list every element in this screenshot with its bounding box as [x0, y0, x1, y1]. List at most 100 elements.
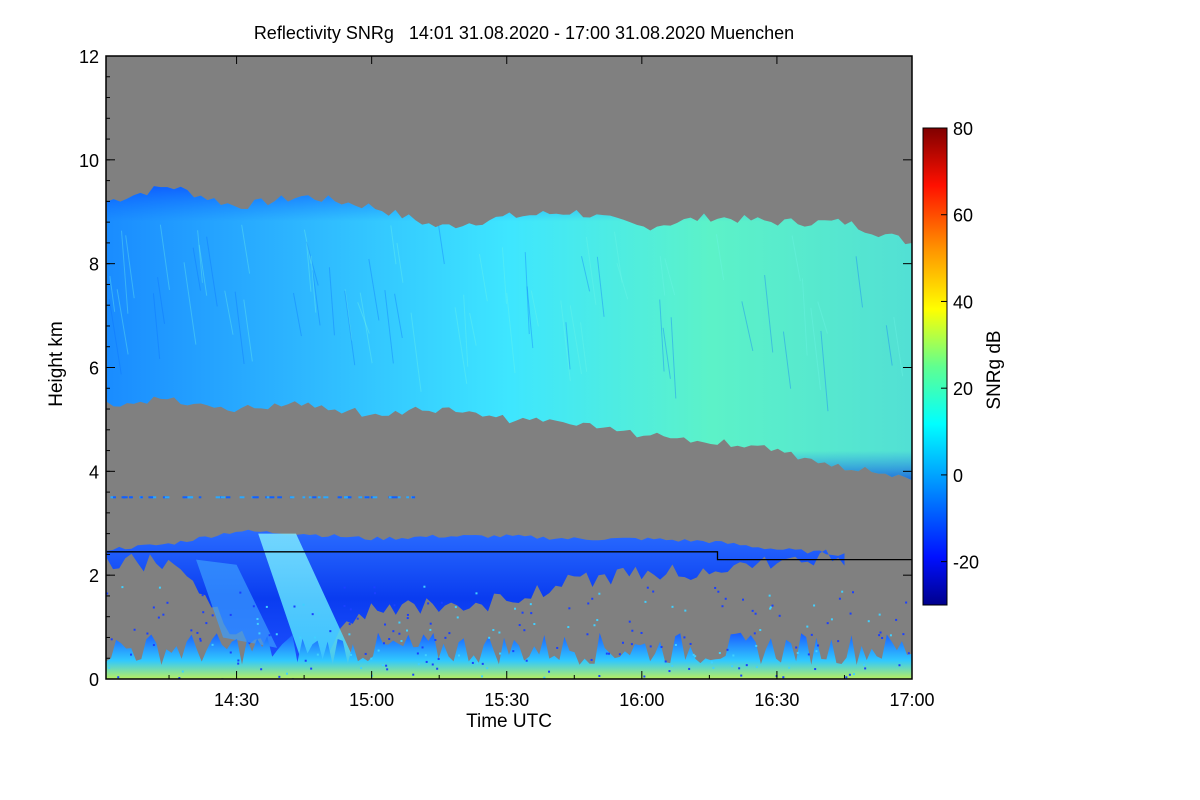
clutter-speck — [878, 634, 881, 637]
clutter-speck — [454, 606, 457, 609]
fall-streak — [410, 312, 422, 392]
clutter-speck — [630, 643, 633, 646]
y-tick-label: 8 — [89, 255, 99, 275]
clutter-speck — [718, 652, 721, 655]
clutter-speck — [738, 667, 741, 670]
clutter-speck — [311, 613, 314, 616]
y-tick-label: 4 — [89, 462, 99, 482]
clutter-speck — [652, 590, 655, 593]
clutter-speck — [385, 664, 388, 667]
echo-speck — [220, 496, 226, 499]
fall-streak — [344, 290, 356, 366]
clutter-speck — [481, 675, 484, 678]
colorbar-tick-label: 80 — [953, 119, 973, 139]
clutter-speck — [268, 634, 271, 637]
echo-speck — [252, 496, 258, 499]
fall-streak — [715, 234, 725, 281]
clutter-speck — [852, 591, 855, 594]
clutter-speck — [190, 629, 193, 632]
clutter-speck — [754, 612, 757, 615]
echo-speck — [225, 496, 231, 499]
echo-speck — [347, 496, 352, 499]
fall-streak — [580, 322, 588, 372]
precipitation-shaft-secondary — [196, 559, 278, 648]
clutter-speck — [456, 616, 459, 619]
fall-streak — [394, 293, 403, 339]
fall-streak — [616, 263, 629, 300]
fall-streak — [157, 277, 166, 324]
clutter-speck — [830, 618, 833, 621]
clutter-speck — [841, 590, 844, 593]
clutter-speck — [343, 604, 346, 607]
fall-streak — [384, 289, 394, 364]
fall-streak — [357, 302, 370, 334]
fall-streak — [234, 291, 245, 364]
clutter-speck — [458, 654, 461, 657]
clutter-speck — [229, 651, 232, 654]
clutter-speck — [660, 645, 663, 648]
precipitation-shaft — [258, 533, 359, 669]
echo-speck — [372, 496, 378, 499]
clutter-speck — [596, 619, 599, 622]
clutter-speck — [902, 633, 905, 636]
clutter-speck — [133, 628, 136, 631]
clutter-speck — [568, 607, 571, 610]
fall-streak — [810, 307, 821, 390]
clutter-speck — [310, 667, 313, 670]
clutter-speck — [181, 670, 184, 673]
clutter-speck — [668, 670, 671, 673]
clutter-speck — [211, 643, 214, 646]
clutter-speck — [529, 603, 532, 606]
clutter-speck — [429, 628, 432, 631]
clutter-speck — [162, 613, 165, 616]
fall-streak — [885, 325, 893, 366]
clutter-speck — [370, 657, 373, 660]
clutter-speck — [807, 653, 810, 656]
echo-speck — [110, 496, 115, 499]
clutter-speck — [417, 663, 420, 666]
clutter-speck — [421, 646, 424, 649]
clutter-speck — [424, 654, 427, 657]
clutter-speck — [117, 676, 120, 679]
fall-streak — [463, 294, 469, 367]
clutter-speck — [302, 603, 305, 606]
clutter-speck — [814, 668, 817, 671]
clutter-speck — [492, 628, 495, 631]
clutter-speck — [671, 605, 674, 608]
clutter-speck — [543, 676, 546, 679]
clutter-speck — [475, 592, 478, 595]
clutter-speck — [795, 646, 798, 649]
fall-streak — [396, 242, 404, 283]
echo-speck — [397, 496, 401, 499]
clutter-speck — [329, 630, 332, 633]
echo-speck — [308, 496, 312, 499]
clutter-speck — [689, 642, 692, 645]
clutter-speck — [392, 630, 395, 633]
clutter-speck — [429, 622, 432, 625]
fall-streak — [662, 327, 671, 379]
clutter-speck — [412, 673, 415, 676]
clutter-speck — [768, 594, 771, 597]
echo-speck — [317, 496, 321, 499]
fall-streak — [108, 299, 122, 375]
echo-speck — [164, 496, 170, 499]
chart-title: Reflectivity SNRg 14:01 31.08.2020 - 17:… — [254, 23, 794, 43]
echo-speck — [269, 496, 275, 499]
clutter-speck — [360, 667, 363, 670]
clutter-speck — [158, 586, 161, 589]
clutter-speck — [406, 629, 409, 632]
clutter-speck — [237, 659, 240, 662]
fall-streak — [855, 256, 863, 308]
echo-speck — [312, 496, 317, 499]
fall-streak — [241, 224, 251, 274]
clutter-speck — [879, 631, 882, 634]
clutter-speck — [848, 673, 851, 676]
clutter-speck — [499, 652, 502, 655]
echo-speck — [123, 496, 128, 499]
clutter-speck — [586, 633, 589, 636]
clutter-speck — [621, 641, 624, 644]
echo-speck — [130, 496, 133, 499]
clutter-speck — [406, 617, 409, 620]
clutter-speck — [674, 644, 677, 647]
